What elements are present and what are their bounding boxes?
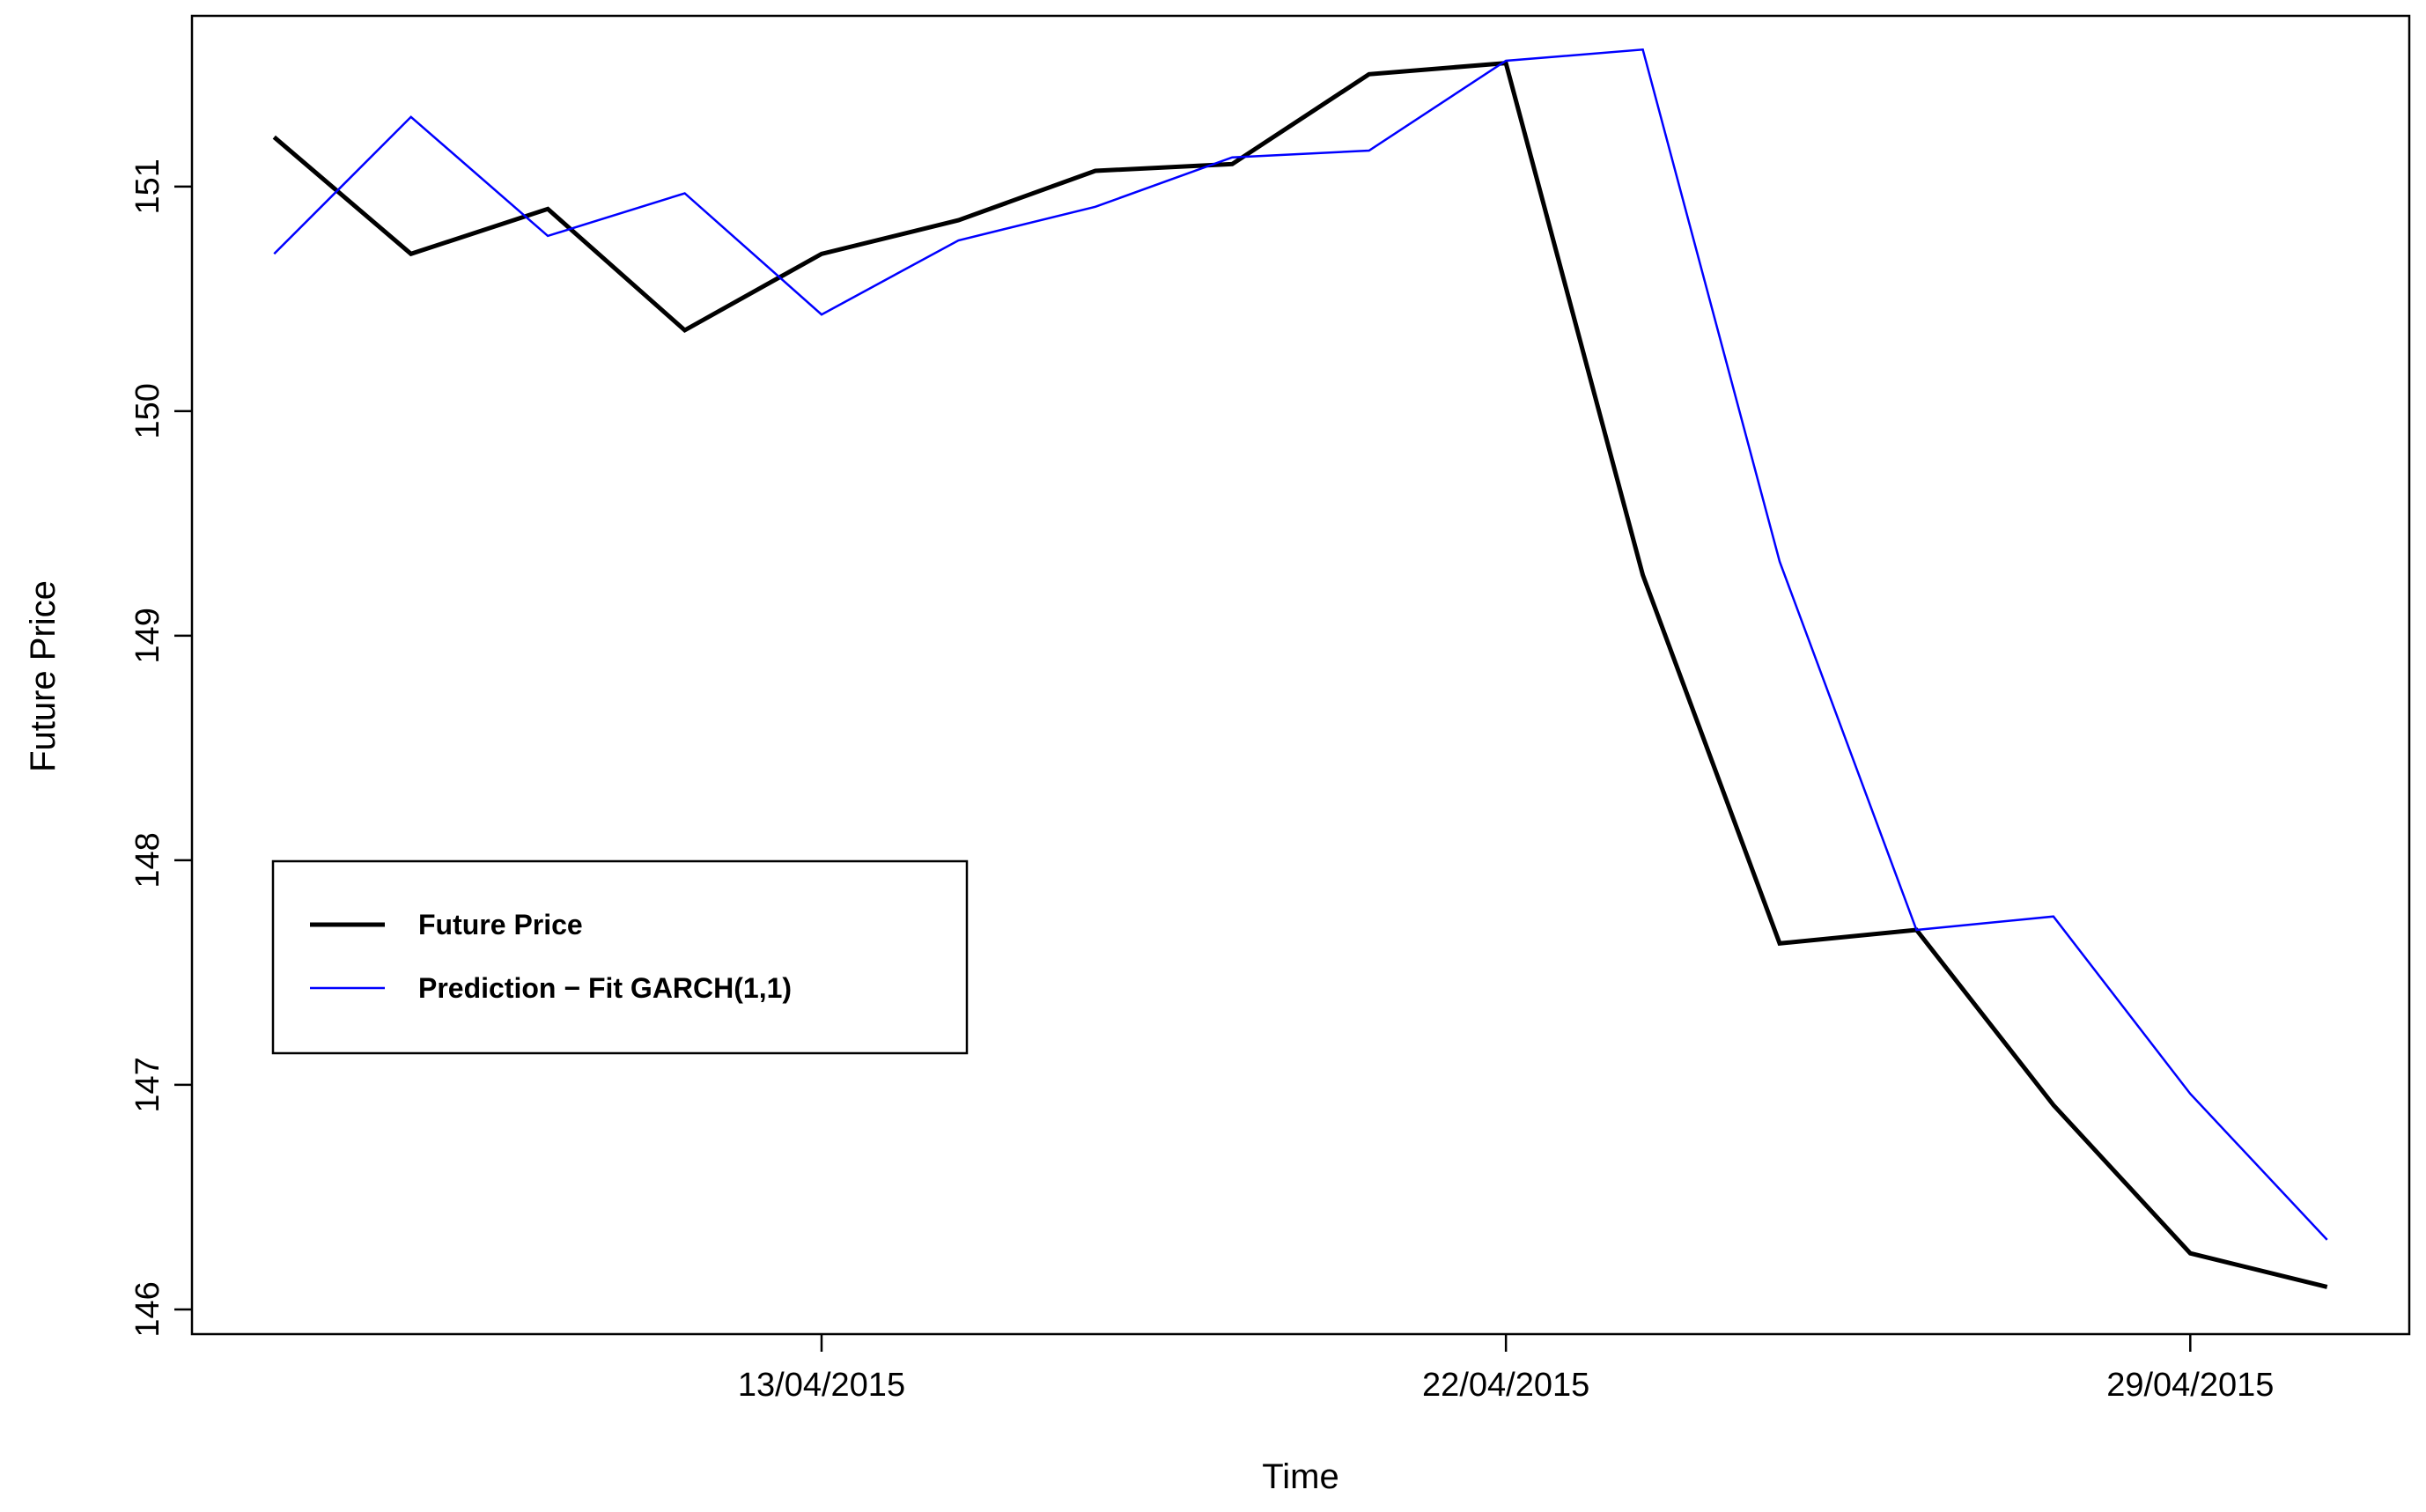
- legend-label-prediction: Prediction − Fit GARCH(1,1): [418, 972, 792, 1004]
- x-axis-title: Time: [1262, 1457, 1338, 1496]
- y-tick-label: 148: [129, 832, 166, 888]
- legend-box: [271, 859, 969, 1055]
- series-line-prediction: [273, 48, 2328, 1241]
- y-axis: 146 147 148 149 150 151: [129, 159, 192, 1338]
- x-axis: 13/04/2015 22/04/2015 29/04/2015: [738, 1334, 2274, 1404]
- legend: Future Price Prediction − Fit GARCH(1,1): [271, 859, 969, 1055]
- y-tick-label: 149: [129, 608, 166, 663]
- plot-frame: [190, 14, 2411, 1336]
- y-tick-label: 151: [129, 159, 166, 214]
- x-tick-label: 29/04/2015: [2106, 1367, 2274, 1404]
- y-tick-label: 147: [129, 1057, 166, 1112]
- y-tick-label: 150: [129, 383, 166, 439]
- y-axis-title: Future Price: [24, 580, 63, 772]
- legend-label-future-price: Future Price: [418, 909, 583, 940]
- series-layer: [272, 48, 2328, 1289]
- x-tick-label: 13/04/2015: [738, 1367, 905, 1404]
- x-tick-label: 22/04/2015: [1422, 1367, 1589, 1404]
- series-line-future-price: [272, 60, 2328, 1289]
- y-tick-label: 146: [129, 1281, 166, 1337]
